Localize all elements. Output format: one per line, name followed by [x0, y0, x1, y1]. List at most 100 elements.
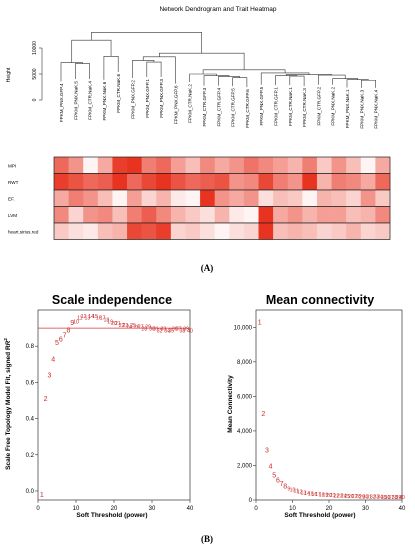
heatmap-cell [54, 157, 69, 174]
heatmap-cell [68, 206, 84, 223]
data-point: 23 [123, 323, 129, 329]
height-tick-label: 5000 [32, 68, 38, 79]
heatmap-cell [214, 173, 230, 190]
data-point: 20 [326, 493, 332, 499]
heatmap-cell [54, 190, 69, 207]
heatmap-cell [141, 173, 157, 190]
dendrogram-leaf-labels: FPKM_PNX.GFP.4 FPKM_PNX.NaK.5 FPKM_CTR.NaK… [59, 74, 379, 129]
scale-independence-plot: 0 10 20 30 400.00.20.40.60.81234567891011121… [26, 309, 194, 512]
heatmap-cell [273, 173, 289, 190]
trait-label: EF. [8, 196, 15, 201]
heatmap-cell [185, 206, 201, 223]
y-tick-label: 6,000 [237, 394, 253, 400]
data-point: 31 [153, 326, 159, 332]
leaf-label: FPKM_CTR.GFP.3 [202, 87, 207, 126]
data-point: 36 [385, 495, 391, 501]
y-tick-label: 4,000 [237, 429, 253, 435]
data-point: 24 [126, 325, 132, 331]
leaf-label: FPKM_PNX.GFP.1 [145, 79, 150, 118]
dendrogram-branch [346, 79, 369, 88]
data-point: 27 [138, 325, 144, 331]
leaf-label: FPKM_CTR.GFP.6 [245, 89, 250, 128]
data-point: 24 [341, 494, 347, 500]
heatmap-cell [141, 157, 157, 174]
dendrogram-branch [159, 52, 245, 70]
data-point: 29 [359, 494, 365, 500]
data-point: 5 [55, 340, 59, 347]
heatmap-cell [243, 223, 259, 240]
leaf-label: FPKM_CTR.GFP.5 [231, 88, 236, 127]
x-tick-label: 40 [399, 506, 406, 512]
heatmap-cell [360, 223, 376, 240]
heatmap-cell [375, 173, 391, 190]
data-point: 6 [59, 336, 63, 343]
x-tick-label: 10 [289, 506, 296, 512]
height-axis-label: Height [6, 67, 12, 82]
height-axis: 0 5000 10000 [32, 41, 43, 101]
leaf-label: FPKM_PNX.NaK.2 [331, 86, 336, 125]
heatmap-cell [302, 223, 318, 240]
mean-connectivity-plot: 0 10 20 30 4002,0004,0006,0008,00010,0001234… [234, 309, 406, 512]
data-point: 33 [161, 326, 167, 332]
data-point: 35 [168, 328, 174, 334]
heatmap-cell [360, 206, 376, 223]
trait-labels: MPI RWT EF. LVM heart.sirius.red [8, 163, 39, 234]
heatmap-cell [229, 157, 245, 174]
heatmap-row-border [53, 222, 391, 240]
heatmap-cell [331, 206, 347, 223]
heatmap-cell [112, 206, 128, 223]
data-point: 7 [63, 333, 67, 340]
heatmap-cell [112, 190, 128, 207]
heatmap-cell [54, 223, 69, 240]
scale-independence-xlabel: Soft Threshold (power) [76, 512, 147, 519]
heatmap-cell [229, 173, 245, 190]
x-tick-label: 20 [326, 506, 333, 512]
data-point: 6 [276, 478, 280, 485]
data-point: 15 [92, 314, 98, 320]
y-tick-label: 0.4 [26, 417, 35, 423]
data-point: 21 [115, 321, 121, 327]
data-point: 16 [96, 316, 102, 322]
heatmap-cell [200, 223, 215, 240]
leaf-label: FPKM_CTR.GFP.4 [216, 87, 221, 126]
leaf-label: FPKM_PNX.NaK.4 [374, 89, 379, 128]
heatmap-cell [141, 223, 157, 240]
dendrogram-branch [232, 77, 248, 88]
heatmap-cell [375, 157, 391, 174]
heatmap-cell [375, 206, 391, 223]
leaf-label: FPKM_CTR.NaK.4 [88, 81, 93, 120]
data-point: 23 [337, 494, 343, 500]
heatmap-cell [112, 173, 128, 190]
dendrogram-branch [189, 73, 217, 83]
heatmap-cell [97, 206, 113, 223]
dendrogram-branch [318, 74, 346, 85]
heatmap-cell [316, 190, 332, 207]
y-tick-label: 0.6 [26, 380, 35, 386]
heatmap-cell [141, 190, 157, 207]
leaf-label: FPKM_CTR.GFP.1 [274, 87, 279, 126]
heatmap-cell [156, 223, 172, 240]
heatmap-cell [287, 206, 303, 223]
data-point: 32 [370, 495, 376, 501]
heatmap-cell [127, 190, 142, 207]
data-point: 7 [280, 481, 284, 488]
data-point: 11 [77, 316, 82, 322]
heatmap-cell [170, 206, 186, 223]
data-point: 37 [388, 495, 394, 501]
heatmap-cell [127, 157, 142, 174]
data-point: 9 [287, 486, 290, 492]
dendrogram-branch [289, 75, 305, 87]
data-point: 17 [315, 492, 321, 498]
heatmap-cell [185, 223, 201, 240]
heatmap-cell [258, 223, 274, 240]
heatmap-cell [200, 206, 215, 223]
data-point: 22 [333, 493, 339, 499]
x-tick-label: 40 [187, 506, 194, 512]
data-point: 39 [395, 495, 401, 501]
data-point: 12 [297, 490, 303, 496]
dendrogram-branch [91, 32, 203, 54]
heatmap-cell [68, 157, 84, 174]
heatmap-cell [258, 190, 274, 207]
heatmap-cell [346, 190, 362, 207]
